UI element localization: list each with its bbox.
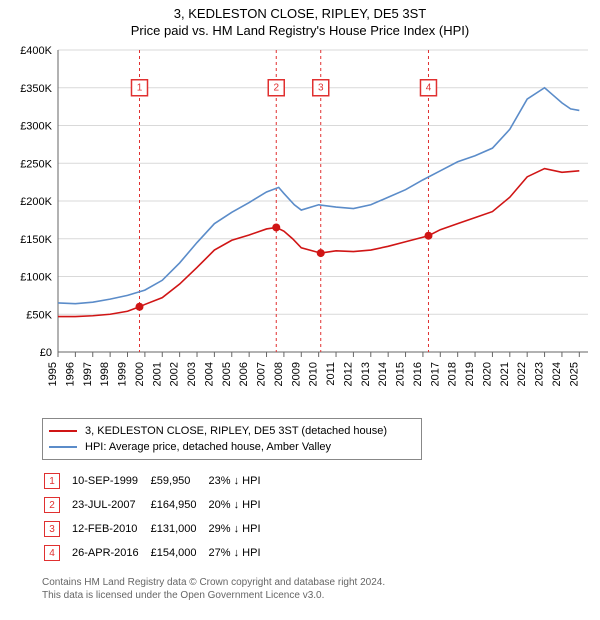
- svg-text:2004: 2004: [203, 362, 215, 386]
- transaction-marker: 1: [44, 473, 60, 489]
- svg-text:2019: 2019: [464, 362, 476, 386]
- legend: 3, KEDLESTON CLOSE, RIPLEY, DE5 3ST (det…: [42, 418, 422, 460]
- svg-text:2011: 2011: [325, 362, 337, 386]
- transaction-price: £59,950: [151, 470, 207, 492]
- svg-text:2014: 2014: [377, 362, 389, 386]
- svg-text:4: 4: [426, 82, 432, 93]
- transaction-hpi-delta: 23% ↓ HPI: [209, 470, 271, 492]
- transaction-hpi-delta: 27% ↓ HPI: [209, 542, 271, 564]
- svg-text:2008: 2008: [273, 362, 285, 386]
- transaction-price: £164,950: [151, 494, 207, 516]
- transaction-marker: 3: [44, 521, 60, 537]
- transaction-marker: 4: [44, 545, 60, 561]
- transaction-price: £154,000: [151, 542, 207, 564]
- transaction-date: 12-FEB-2010: [72, 518, 149, 540]
- svg-text:2012: 2012: [342, 362, 354, 386]
- svg-text:2013: 2013: [360, 362, 372, 386]
- svg-text:2024: 2024: [551, 362, 563, 386]
- svg-text:1: 1: [137, 82, 143, 93]
- transactions-table: 1 10-SEP-1999£59,95023% ↓ HPI 2 23-JUL-2007…: [42, 468, 273, 566]
- svg-text:£0: £0: [40, 347, 52, 359]
- transaction-row: 1 10-SEP-1999£59,95023% ↓ HPI: [44, 470, 271, 492]
- svg-text:2025: 2025: [568, 362, 580, 386]
- legend-label: 3, KEDLESTON CLOSE, RIPLEY, DE5 3ST (det…: [85, 425, 387, 437]
- chart-area: £0 £50K £100K £150K £200K £250K £300K £350K £400…: [0, 42, 600, 412]
- svg-text:2021: 2021: [499, 362, 511, 386]
- svg-text:£300K: £300K: [20, 121, 52, 133]
- svg-text:2006: 2006: [238, 362, 250, 386]
- svg-text:2023: 2023: [534, 362, 546, 386]
- transaction-dot: [424, 232, 432, 240]
- chart-subtitle: Price paid vs. HM Land Registry's House …: [0, 21, 600, 42]
- svg-text:2020: 2020: [481, 362, 493, 386]
- price-chart: £0 £50K £100K £150K £200K £250K £300K £350K £400…: [0, 42, 600, 412]
- svg-text:2010: 2010: [308, 362, 320, 386]
- transaction-row: 4 26-APR-2016£154,00027% ↓ HPI: [44, 542, 271, 564]
- svg-text:2005: 2005: [221, 362, 233, 386]
- svg-text:2000: 2000: [134, 362, 146, 386]
- transaction-marker: 2: [44, 497, 60, 513]
- legend-label: HPI: Average price, detached house, Ambe…: [85, 441, 331, 453]
- svg-text:2: 2: [273, 82, 279, 93]
- svg-text:£150K: £150K: [20, 234, 52, 246]
- transaction-row: 3 12-FEB-2010£131,00029% ↓ HPI: [44, 518, 271, 540]
- svg-text:2018: 2018: [447, 362, 459, 386]
- svg-text:£350K: £350K: [20, 83, 52, 95]
- svg-text:2001: 2001: [151, 362, 163, 386]
- svg-text:2015: 2015: [395, 362, 407, 386]
- transaction-date: 26-APR-2016: [72, 542, 149, 564]
- legend-swatch: [49, 446, 77, 448]
- transaction-date: 10-SEP-1999: [72, 470, 149, 492]
- svg-text:2009: 2009: [290, 362, 302, 386]
- svg-text:2022: 2022: [516, 362, 528, 386]
- footer-line-2: This data is licensed under the Open Gov…: [42, 589, 600, 602]
- transaction-date: 23-JUL-2007: [72, 494, 149, 516]
- svg-text:£400K: £400K: [20, 45, 52, 57]
- svg-text:£250K: £250K: [20, 158, 52, 170]
- svg-text:1999: 1999: [117, 362, 129, 386]
- svg-text:£100K: £100K: [20, 272, 52, 284]
- transaction-price: £131,000: [151, 518, 207, 540]
- svg-text:1998: 1998: [99, 362, 111, 386]
- transaction-row: 2 23-JUL-2007£164,95020% ↓ HPI: [44, 494, 271, 516]
- svg-text:3: 3: [318, 82, 324, 93]
- legend-swatch: [49, 430, 77, 432]
- svg-text:2007: 2007: [256, 362, 268, 386]
- svg-text:£200K: £200K: [20, 196, 52, 208]
- transaction-dot: [272, 223, 280, 231]
- chart-title: 3, KEDLESTON CLOSE, RIPLEY, DE5 3ST: [0, 0, 600, 21]
- footer-attribution: Contains HM Land Registry data © Crown c…: [42, 576, 600, 602]
- transaction-hpi-delta: 29% ↓ HPI: [209, 518, 271, 540]
- footer-line-1: Contains HM Land Registry data © Crown c…: [42, 576, 600, 589]
- transaction-hpi-delta: 20% ↓ HPI: [209, 494, 271, 516]
- svg-text:2002: 2002: [169, 362, 181, 386]
- svg-text:2003: 2003: [186, 362, 198, 386]
- svg-text:2016: 2016: [412, 362, 424, 386]
- svg-text:1997: 1997: [82, 362, 94, 386]
- svg-text:2017: 2017: [429, 362, 441, 386]
- svg-text:£50K: £50K: [26, 309, 52, 321]
- legend-item: HPI: Average price, detached house, Ambe…: [49, 439, 415, 455]
- svg-text:1995: 1995: [47, 362, 59, 386]
- legend-item: 3, KEDLESTON CLOSE, RIPLEY, DE5 3ST (det…: [49, 423, 415, 439]
- transaction-dot: [317, 249, 325, 257]
- transaction-dot: [135, 303, 143, 311]
- svg-text:1996: 1996: [64, 362, 76, 386]
